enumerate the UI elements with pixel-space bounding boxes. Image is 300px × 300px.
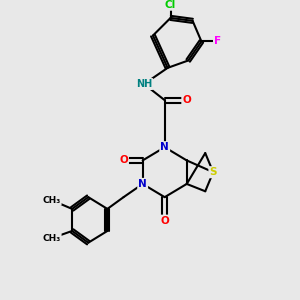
Text: O: O [182, 95, 191, 105]
Text: N: N [138, 179, 147, 189]
Text: O: O [160, 216, 169, 226]
Text: S: S [209, 167, 217, 177]
Text: NH: NH [136, 79, 152, 89]
Text: CH₃: CH₃ [42, 196, 61, 205]
Text: Cl: Cl [165, 0, 176, 10]
Text: O: O [119, 155, 128, 165]
Text: F: F [214, 36, 221, 46]
Text: CH₃: CH₃ [42, 234, 61, 243]
Text: N: N [160, 142, 169, 152]
